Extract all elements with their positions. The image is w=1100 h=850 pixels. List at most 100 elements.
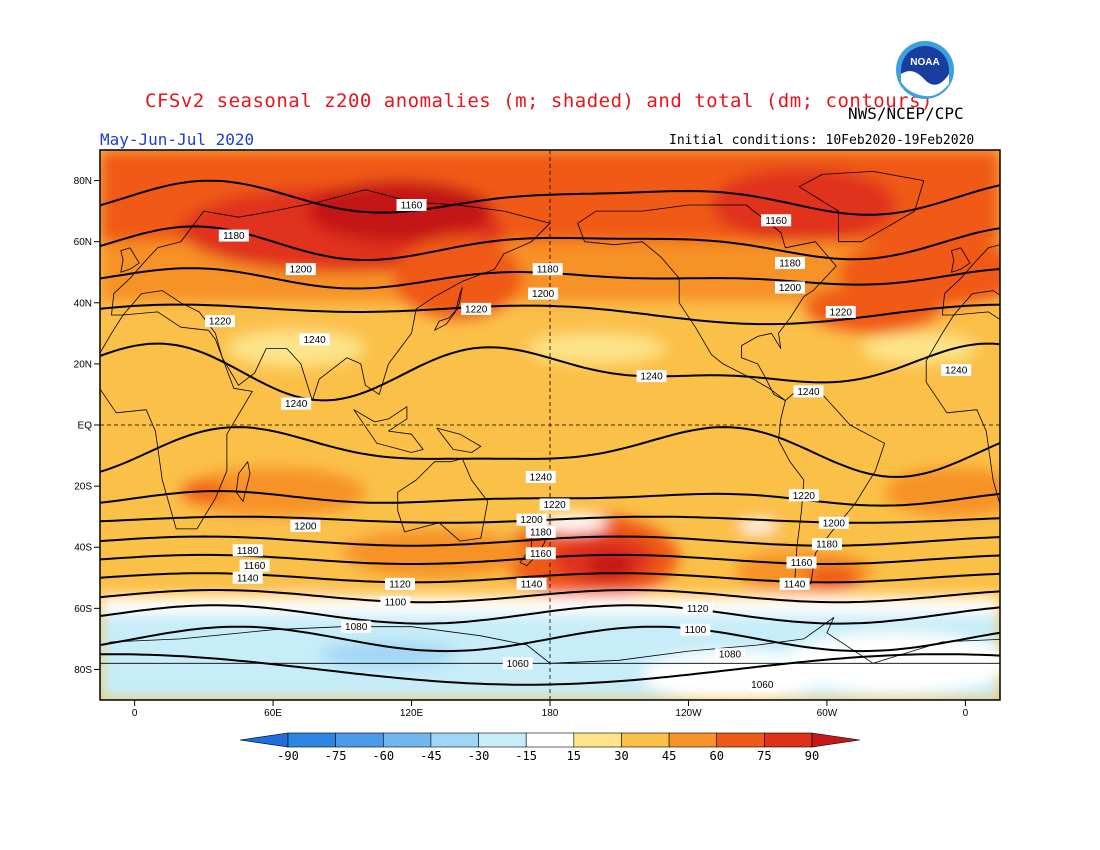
coast-south-america (778, 387, 885, 585)
contour-label-text: 1240 (530, 472, 553, 483)
anomaly-blob (319, 641, 458, 667)
colorbar-box (430, 732, 479, 748)
contour-label-text: 1220 (793, 491, 816, 502)
lon-label: 120E (400, 708, 424, 719)
forecast-period: May-Jun-Jul 2020 (100, 130, 255, 149)
anomaly-blob (393, 235, 523, 322)
coast-british-isles (951, 247, 971, 273)
anomaly-blob (226, 330, 366, 367)
contour-label-text: 1140 (784, 579, 806, 590)
colorbar-label: 90 (805, 749, 819, 763)
contour-label: 1240 (941, 364, 972, 377)
coast-australia (397, 458, 489, 542)
contour-label-text: 1220 (209, 317, 232, 328)
lat-label: EQ (78, 421, 93, 432)
anomaly-blob (526, 333, 666, 364)
contour-label-text: 1240 (945, 366, 968, 377)
contour-label-text: 1160 (244, 561, 266, 572)
colorbar-label: -90 (277, 749, 299, 763)
contour-label: 1200 (516, 513, 547, 526)
colorbar-label: 60 (710, 749, 724, 763)
contour-label: 1180 (218, 229, 249, 242)
lat-label: 40N (74, 298, 92, 309)
contour-label: 1240 (636, 370, 667, 383)
contour-label: 1220 (788, 489, 819, 502)
contour-label: 1160 (786, 556, 817, 569)
coast-madagascar (235, 461, 251, 502)
colorbar-box (335, 732, 384, 748)
lat-label: 20N (74, 359, 92, 370)
contour-label: 1220 (539, 498, 570, 511)
coast-madagascar (1067, 462, 1081, 502)
contour-label: 1140 (232, 571, 263, 584)
contour-label: 1200 (528, 287, 559, 300)
colorbar-arrow-left (239, 732, 289, 748)
contour-label-text: 1240 (303, 335, 326, 346)
contour-label-text: 1160 (791, 558, 813, 569)
reference-lines (100, 150, 1000, 700)
coast-north-america (577, 204, 837, 401)
contour-1240-nh (100, 342, 1000, 402)
contour-label-text: 1080 (345, 622, 368, 633)
contour-label: 1240 (793, 385, 824, 398)
contour-label: 1180 (775, 257, 805, 270)
contour-label-text: 1200 (823, 518, 846, 529)
colorbar-label: 45 (662, 749, 676, 763)
contour-label-text: 1180 (537, 265, 559, 276)
lat-label: 60S (74, 604, 92, 615)
contour-label: 1180 (525, 525, 556, 538)
contour-label-text: 1180 (779, 259, 801, 270)
lat-label: 80N (74, 176, 92, 187)
lon-label: 0 (963, 708, 969, 719)
colorbar-label: 75 (757, 749, 771, 763)
contour-label-text: 1220 (465, 304, 488, 315)
noaa-logo-text: NOAA (910, 57, 939, 68)
lat-label: 20S (74, 482, 92, 493)
contour-label-text: 1240 (797, 387, 820, 398)
colorbar-label: -60 (372, 749, 394, 763)
coast-new-zealand (519, 528, 546, 566)
contour-label: 1200 (290, 519, 321, 532)
contour-label-text: 1200 (520, 515, 543, 526)
coastlines (100, 171, 1081, 664)
contour-label: 1220 (825, 305, 856, 318)
colorbar-box (525, 732, 575, 748)
contour-label-text: 1220 (830, 307, 853, 318)
anomaly-blob (884, 467, 1000, 517)
contour-label: 1100 (680, 623, 711, 636)
lon-label: 180 (542, 708, 559, 719)
contour-1100-sh (100, 604, 1000, 625)
contour-label: 1180 (811, 538, 842, 551)
contour-labels: 1160118012001220124012401180120012201160… (205, 199, 972, 691)
contour-label-text: 1120 (389, 579, 411, 590)
contour-label-text: 1100 (385, 598, 407, 609)
colorbar-box (382, 732, 432, 748)
anomaly-blob (861, 333, 977, 364)
contour-label-text: 1080 (719, 650, 742, 661)
coast-antarctica (100, 626, 551, 664)
anomaly-blob (586, 553, 634, 578)
contour-label-text: 1140 (521, 579, 543, 590)
coast-africa (925, 311, 1000, 506)
contour-label: 1120 (682, 602, 713, 615)
contour-label-text: 1240 (640, 372, 663, 383)
agency-label: NWS/NCEP/CPC (848, 104, 964, 123)
map-axes: 80N 60N 40N 20N EQ 20S 40S 60S 80S 0 60E 120E 180 120… (74, 176, 969, 719)
colorbar-box (764, 732, 813, 748)
contour-label-text: 1160 (530, 549, 552, 560)
lat-label: 60N (74, 237, 92, 248)
contour-label: 1120 (385, 577, 415, 590)
contour-label: 1100 (380, 596, 411, 609)
anomaly-blob (803, 284, 943, 334)
contour-label-text: 1060 (751, 680, 774, 691)
contour-label-text: 1220 (543, 500, 566, 511)
contour-label-text: 1200 (294, 521, 317, 532)
coast-japan (434, 287, 463, 331)
contour-label: 1140 (516, 577, 547, 590)
coast-british-isles (120, 247, 140, 273)
contour-1080-sh (100, 625, 1000, 653)
coast-indonesia (353, 406, 424, 453)
contour-label-text: 1180 (816, 540, 838, 551)
contour-label-text: 1140 (237, 573, 259, 584)
